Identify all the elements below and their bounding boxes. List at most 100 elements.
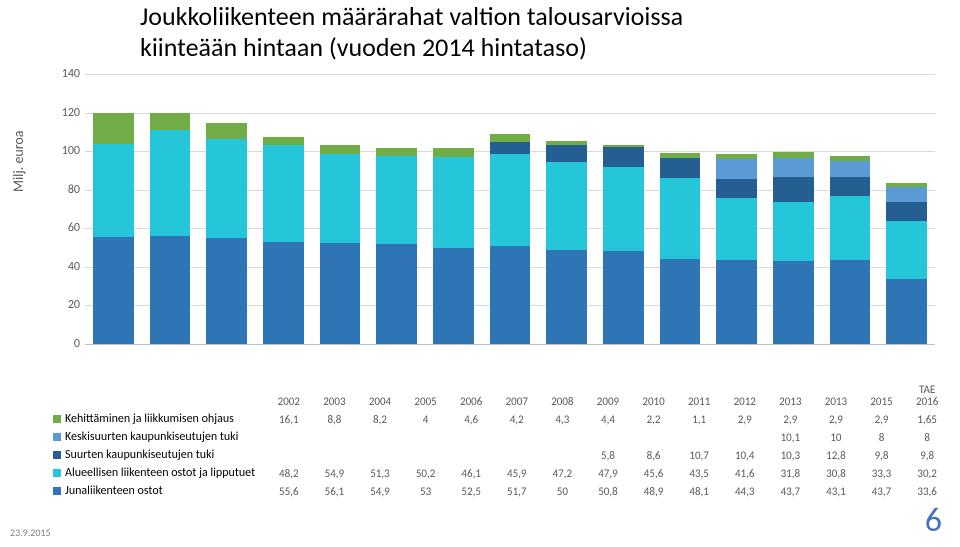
table-cell: 47,9 [585, 464, 631, 482]
bar-segment [150, 113, 191, 130]
bar-segment [206, 238, 247, 344]
bar-column [765, 74, 822, 344]
table-cell: 4,4 [585, 410, 631, 428]
table-cell [403, 446, 449, 464]
y-tick: 60 [55, 221, 80, 235]
table-cell: 44,3 [722, 482, 768, 500]
table-cell: 2,9 [813, 410, 859, 428]
series-name: Suurten kaupunkiseutujen tuki [65, 448, 214, 462]
table-cell: 8 [904, 428, 950, 446]
table-cell: 50,2 [403, 464, 449, 482]
table-header: 2011 [676, 382, 722, 410]
series-label: Keskisuurten kaupunkiseutujen tuki [50, 428, 266, 446]
bar-segment [886, 279, 927, 344]
bar-stack [716, 154, 757, 345]
table-cell: 8,8 [312, 410, 358, 428]
y-tick: 120 [55, 106, 80, 120]
table-cell [585, 428, 631, 446]
table-cell: 43,5 [676, 464, 722, 482]
y-tick: 20 [55, 298, 80, 312]
table-cell: 1,65 [904, 410, 950, 428]
bar-stack [376, 148, 417, 344]
bar-segment [490, 154, 531, 246]
y-axis-label: Milj. euroa [10, 130, 27, 192]
table-cell: 45,9 [494, 464, 540, 482]
table-cell [722, 428, 768, 446]
bar-segment [320, 243, 361, 344]
table-cell: 43,7 [859, 482, 905, 500]
bar-segment [603, 167, 644, 251]
bar-segment [660, 259, 701, 344]
bar-column [595, 74, 652, 344]
table-cell: 55,6 [266, 482, 312, 500]
table-cell: 41,6 [722, 464, 768, 482]
table-cell [540, 446, 586, 464]
table-header: 2003 [312, 382, 358, 410]
plot-area: 020406080100120140 [85, 74, 935, 345]
table-cell [312, 446, 358, 464]
bar-segment [376, 148, 417, 156]
bar-column [708, 74, 765, 344]
bar-stack [886, 183, 927, 344]
bars-container [85, 74, 935, 344]
bar-column [878, 74, 935, 344]
table-cell: 4,3 [540, 410, 586, 428]
series-label: Alueellisen liikenteen ostot ja lipputue… [50, 464, 266, 482]
table-cell: 16,1 [266, 410, 312, 428]
table-cell: 12,8 [813, 446, 859, 464]
table-cell: 4 [403, 410, 449, 428]
bar-segment [93, 113, 134, 144]
table-cell: 10,1 [768, 428, 814, 446]
table-header: 2006 [448, 382, 494, 410]
table-cell: 46,1 [448, 464, 494, 482]
bar-segment [433, 157, 474, 248]
bar-segment [886, 202, 927, 221]
data-table: 2002200320042005200620072008200920102011… [50, 382, 950, 500]
bar-segment [773, 177, 814, 202]
bar-segment [716, 260, 757, 344]
table-cell: 45,6 [631, 464, 677, 482]
table-row: Keskisuurten kaupunkiseutujen tuki 10,110… [50, 428, 950, 446]
bar-segment [376, 156, 417, 245]
table-cell [403, 428, 449, 446]
bar-segment [546, 145, 587, 162]
legend-square-icon [53, 415, 61, 423]
series-label: Suurten kaupunkiseutujen tuki [50, 446, 266, 464]
table-header: 2010 [631, 382, 677, 410]
table-cell [494, 428, 540, 446]
table-cell: 10,3 [768, 446, 814, 464]
table-cell: 31,8 [768, 464, 814, 482]
series-label: Junaliikenteen ostot [50, 482, 266, 500]
table-cell: 51,7 [494, 482, 540, 500]
y-tick: 80 [55, 183, 80, 197]
bar-segment [830, 177, 871, 196]
table-cell: 9,8 [859, 446, 905, 464]
table-header: 2004 [357, 382, 403, 410]
bar-segment [93, 237, 134, 344]
bar-segment [603, 147, 644, 168]
table-header: 2009 [585, 382, 631, 410]
bar-segment [886, 187, 927, 202]
series-name: Alueellisen liikenteen ostot ja lipputue… [65, 466, 255, 480]
table-cell: 10 [813, 428, 859, 446]
y-tick: 0 [55, 337, 80, 351]
table-cell: 10,7 [676, 446, 722, 464]
bar-stack [206, 123, 247, 344]
table-row: Suurten kaupunkiseutujen tuki5,88,610,71… [50, 446, 950, 464]
table-cell: 4,2 [494, 410, 540, 428]
chart-area: 020406080100120140 [55, 74, 935, 364]
legend-square-icon [53, 469, 61, 477]
bar-column [312, 74, 369, 344]
bar-stack [433, 148, 474, 344]
table-cell: 2,9 [722, 410, 768, 428]
table-header: 2005 [403, 382, 449, 410]
bar-segment [660, 158, 701, 178]
table-cell: 10,4 [722, 446, 768, 464]
bar-segment [433, 148, 474, 156]
bar-column [538, 74, 595, 344]
table-cell: 54,9 [357, 482, 403, 500]
table-cell: 56,1 [312, 482, 358, 500]
table-header: 2012 [722, 382, 768, 410]
table-cell: 50 [540, 482, 586, 500]
bar-stack [320, 145, 361, 344]
